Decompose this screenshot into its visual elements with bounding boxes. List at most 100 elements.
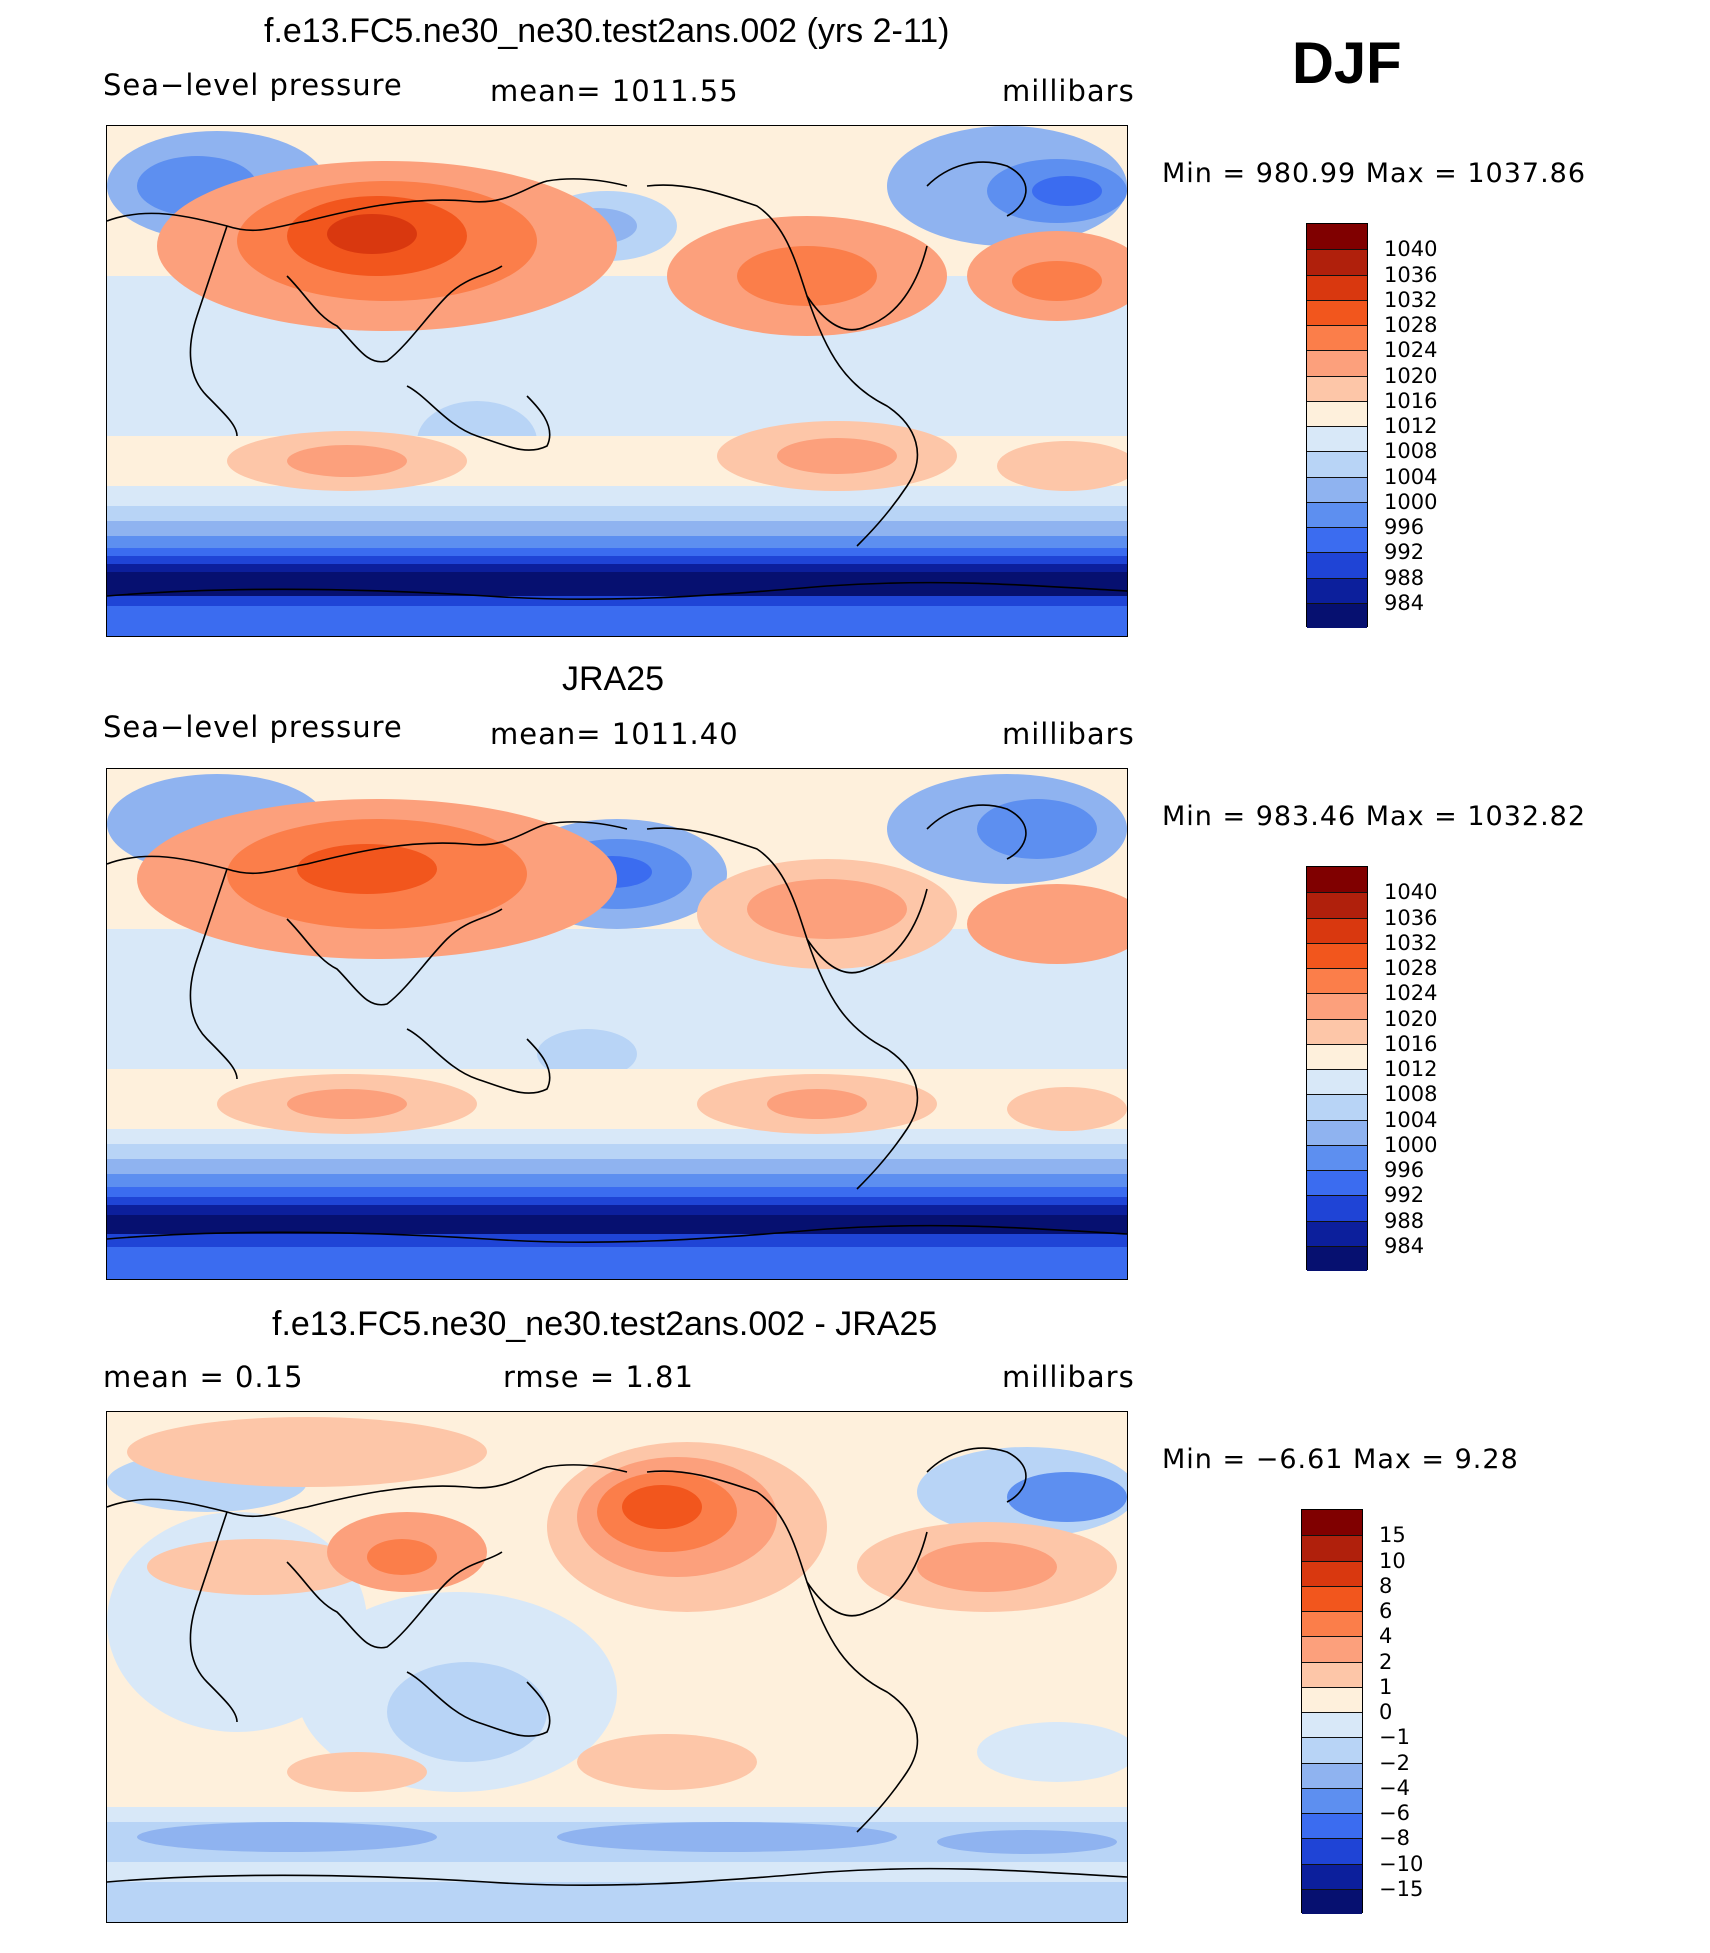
colorbar-tick-label: 984 bbox=[1384, 1233, 1425, 1258]
colorbar-swatch bbox=[1307, 1245, 1367, 1271]
colorbar-tick-label: −2 bbox=[1379, 1750, 1410, 1775]
colorbar-swatch bbox=[1307, 400, 1367, 426]
colorbar-swatch bbox=[1307, 451, 1367, 477]
colorbar-swatch bbox=[1302, 1813, 1362, 1839]
colorbar-tick-label: 1004 bbox=[1384, 1107, 1438, 1132]
colorbar-tick-label: 1040 bbox=[1384, 880, 1438, 905]
panel-1-variable-label: Sea−level pressure bbox=[103, 68, 403, 102]
panel-3-min-max: Min = −6.61 Max = 9.28 bbox=[1162, 1444, 1519, 1475]
colorbar-swatch bbox=[1302, 1686, 1362, 1712]
colorbar-tick-label: 4 bbox=[1379, 1624, 1393, 1649]
panel-1-map bbox=[106, 125, 1128, 637]
panel-3-title: f.e13.FC5.ne30_ne30.test2ans.002 - JRA25 bbox=[272, 1305, 938, 1343]
colorbar-swatch bbox=[1302, 1560, 1362, 1586]
colorbar-swatch bbox=[1307, 993, 1367, 1019]
colorbar-tick-label: 0 bbox=[1379, 1700, 1393, 1724]
colorbar-swatch bbox=[1307, 249, 1367, 275]
panel-3-map bbox=[106, 1411, 1128, 1923]
colorbar-swatch bbox=[1307, 1119, 1367, 1145]
colorbar-swatch bbox=[1307, 892, 1367, 918]
colorbar-swatch bbox=[1307, 1094, 1367, 1120]
colorbar-tick-label: −1 bbox=[1379, 1725, 1410, 1750]
colorbar-tick-label: 1036 bbox=[1384, 262, 1438, 287]
colorbar-box bbox=[1306, 223, 1368, 628]
colorbar-swatch bbox=[1302, 1838, 1362, 1864]
colorbar-swatch bbox=[1307, 968, 1367, 994]
colorbar-tick-label: 1012 bbox=[1384, 1057, 1438, 1081]
colorbar-swatch bbox=[1307, 476, 1367, 502]
panel-2-title: JRA25 bbox=[562, 660, 665, 698]
colorbar-tick-label: 1004 bbox=[1384, 464, 1438, 489]
colorbar-tick-label: 1028 bbox=[1384, 313, 1438, 337]
colorbar-tick-label: 1012 bbox=[1384, 414, 1438, 438]
panel-2-min-max: Min = 983.46 Max = 1032.82 bbox=[1162, 801, 1587, 832]
colorbar-swatch bbox=[1302, 1585, 1362, 1611]
colorbar-swatch bbox=[1307, 224, 1367, 250]
colorbar-swatch bbox=[1307, 577, 1367, 603]
colorbar-swatch bbox=[1307, 325, 1367, 351]
colorbar-tick-label: 984 bbox=[1384, 590, 1425, 615]
panel-3-rmse-label: rmse = 1.81 bbox=[503, 1360, 694, 1394]
colorbar-tick-label: 1000 bbox=[1384, 489, 1438, 514]
colorbar-tick-label: 1024 bbox=[1384, 981, 1438, 1006]
colorbar-swatch bbox=[1302, 1510, 1362, 1536]
panel-2-units-label: millibars bbox=[1002, 717, 1135, 751]
colorbar-tick-label: 1024 bbox=[1384, 338, 1438, 363]
colorbar-swatch bbox=[1307, 867, 1367, 893]
colorbar-tick-label: 6 bbox=[1379, 1599, 1393, 1623]
colorbar-tick-label: 988 bbox=[1384, 1208, 1425, 1233]
colorbar-swatch bbox=[1307, 942, 1367, 968]
colorbar-tick-label: 992 bbox=[1384, 540, 1425, 565]
colorbar-swatch bbox=[1302, 1611, 1362, 1637]
colorbar-swatch bbox=[1307, 299, 1367, 325]
colorbar-tick-label: −10 bbox=[1379, 1851, 1424, 1876]
season-label: DJF bbox=[1292, 31, 1402, 96]
colorbar-swatch bbox=[1307, 501, 1367, 527]
colorbar-tick-label: 1032 bbox=[1384, 930, 1438, 955]
colorbar-swatch bbox=[1302, 1636, 1362, 1662]
colorbar-tick-label: −8 bbox=[1379, 1826, 1410, 1851]
panel-2-mean-label: mean= 1011.40 bbox=[490, 717, 739, 751]
colorbar-swatch bbox=[1307, 917, 1367, 943]
colorbar-tick-label: 992 bbox=[1384, 1183, 1425, 1208]
colorbar-swatch bbox=[1307, 1170, 1367, 1196]
colorbar-swatch bbox=[1307, 350, 1367, 376]
colorbar-swatch bbox=[1302, 1762, 1362, 1788]
panel-1-min-max: Min = 980.99 Max = 1037.86 bbox=[1162, 158, 1587, 189]
colorbar-tick-label: 1016 bbox=[1384, 1031, 1438, 1056]
panel-3-units-label: millibars bbox=[1002, 1360, 1135, 1394]
colorbar-tick-label: −15 bbox=[1379, 1876, 1424, 1901]
colorbar-swatch bbox=[1307, 1144, 1367, 1170]
colorbar-tick-label: 1008 bbox=[1384, 1082, 1438, 1107]
colorbar-box bbox=[1301, 1509, 1363, 1914]
colorbar-tick-label: 1020 bbox=[1384, 1006, 1438, 1031]
colorbar-swatch bbox=[1302, 1863, 1362, 1889]
colorbar-swatch bbox=[1307, 274, 1367, 300]
panel-2-colorbar: 1040 1036 1032 1028 1024 1020 1016 1012 1008 1004… bbox=[1306, 866, 1506, 1271]
colorbar-tick-label: −6 bbox=[1379, 1801, 1410, 1825]
colorbar-swatch bbox=[1302, 1737, 1362, 1763]
colorbar-tick-label: 1008 bbox=[1384, 439, 1438, 464]
panel-1-title: f.e13.FC5.ne30_ne30.test2ans.002 (yrs 2-… bbox=[264, 12, 950, 50]
colorbar-swatch bbox=[1307, 426, 1367, 452]
colorbar-swatch bbox=[1307, 1220, 1367, 1246]
colorbar-swatch bbox=[1307, 602, 1367, 628]
panel-1-units-label: millibars bbox=[1002, 74, 1135, 108]
panel-3-colorbar: 15 10 8 6 4 2 1 0 −1 −2 −4 −6 −8 −10 −15 bbox=[1301, 1509, 1501, 1914]
panel-2-variable-label: Sea−level pressure bbox=[103, 710, 403, 744]
colorbar-tick-label: 1016 bbox=[1384, 388, 1438, 413]
colorbar-swatch bbox=[1302, 1661, 1362, 1687]
colorbar-tick-label: 8 bbox=[1379, 1573, 1393, 1598]
colorbar-tick-label: 996 bbox=[1384, 515, 1425, 539]
colorbar-tick-label: 996 bbox=[1384, 1158, 1425, 1182]
colorbar-tick-label: 1032 bbox=[1384, 287, 1438, 312]
colorbar-swatch bbox=[1302, 1535, 1362, 1561]
colorbar-tick-label: 1 bbox=[1379, 1674, 1393, 1699]
panel-3-mean-label: mean = 0.15 bbox=[103, 1360, 304, 1394]
colorbar-swatch bbox=[1307, 1018, 1367, 1044]
colorbar-swatch bbox=[1302, 1712, 1362, 1738]
colorbar-swatch bbox=[1302, 1888, 1362, 1914]
colorbar-tick-label: 988 bbox=[1384, 565, 1425, 590]
colorbar-tick-label: 2 bbox=[1379, 1649, 1393, 1674]
colorbar-tick-label: −4 bbox=[1379, 1775, 1410, 1800]
